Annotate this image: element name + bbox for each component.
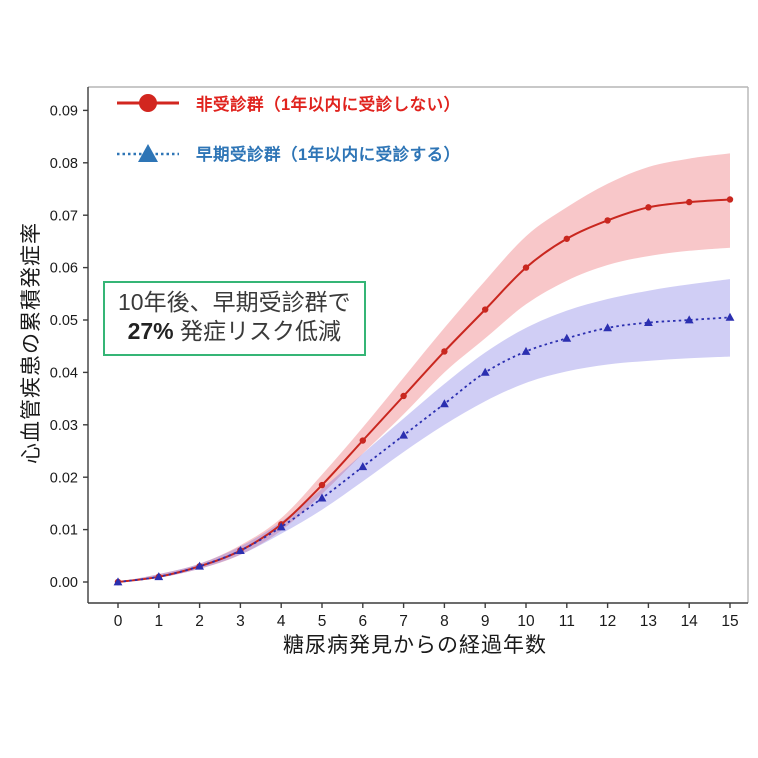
y-tick-label: 0.03 [50,418,78,434]
y-tick-label: 0.05 [50,313,78,329]
triangle-marker [358,462,368,471]
y-tick-label: 0.07 [50,208,78,224]
x-tick-label: 7 [399,613,408,630]
triangle-marker [644,318,653,327]
confidence-band-series-2 [118,279,730,582]
annotation-line-1: 10年後、早期受診群で [118,289,351,315]
x-tick-label: 5 [318,613,327,630]
triangle-marker [317,493,327,502]
triangle-marker [113,577,123,586]
x-tick-label: 9 [481,613,490,630]
y-tick-label: 0.08 [50,156,78,172]
triangle-marker [603,323,612,332]
confidence-band-series-1 [118,153,730,582]
legend-item-non-attendance: 非受診群（1年以内に受診しない） [116,86,461,120]
triangle-marker [195,561,204,570]
x-tick-label: 6 [358,613,367,630]
legend-red-sample [117,94,179,112]
circle-marker [400,392,407,400]
y-tick-label: 0.00 [50,575,78,591]
y-tick-label: 0.06 [50,261,78,277]
legend-label-non-attendance: 非受診群（1年以内に受診しない） [196,96,461,114]
circle-marker [604,217,611,224]
circle-marker [563,235,570,242]
y-tick-label: 0.09 [50,103,78,119]
x-tick-label: 8 [440,613,449,630]
triangle-marker [480,367,490,376]
x-tick-label: 10 [517,613,535,630]
triangle-marker [440,399,449,408]
circle-marker [726,196,734,203]
triangle-marker [236,545,245,554]
annotation-line-2: 27% 発症リスク低減 [127,318,342,345]
triangle-marker [684,315,694,324]
x-tick-label: 12 [599,613,616,630]
circle-marker [482,306,489,313]
y-tick-label: 0.02 [50,470,78,486]
x-tick-label: 4 [277,613,286,630]
risk-reduction-annotation: 10年後、早期受診群で 27% 発症リスク低減 [103,281,366,356]
x-tick-label: 3 [236,613,245,630]
y-tick-label: 0.04 [50,365,78,381]
x-tick-label: 2 [195,613,204,630]
circle-marker [522,264,530,271]
red-line-circle-marker-icon [116,88,180,118]
triangle-marker [154,572,164,581]
circle-marker [318,481,326,489]
y-tick-label: 0.01 [50,523,78,539]
x-tick-label: 13 [640,613,657,630]
x-tick-label: 1 [154,613,163,630]
triangle-marker [399,430,408,439]
triangle-marker [521,346,531,355]
triangle-marker [562,333,572,342]
series-line-2 [117,316,731,583]
x-tick-label: 14 [681,613,699,630]
legend-item-early-attendance: 早期受診群（1年以内に受診する） [116,136,461,170]
x-axis-title: 糖尿病発見からの経過年数 [283,634,547,657]
x-tick-label: 11 [559,613,575,630]
x-tick-label: 0 [114,613,123,630]
triangle-marker [276,522,286,531]
circle-marker [645,204,652,211]
blue-dotted-line-triangle-marker-icon [116,138,180,168]
circle-marker [359,437,366,444]
circle-marker [686,198,693,206]
legend-label-early-attendance: 早期受診群（1年以内に受診する） [196,146,461,164]
chart-legend: 非受診群（1年以内に受診しない） 早期受診群（1年以内に受診する） [116,86,461,186]
circle-marker [441,348,448,355]
y-axis-title: 心血管疾患の累積発症率 [20,222,43,464]
triangle-marker [725,312,735,321]
legend-blue-sample [117,144,179,162]
x-tick-label: 15 [721,613,738,630]
risk-reduction-percent: 27% [127,318,174,345]
